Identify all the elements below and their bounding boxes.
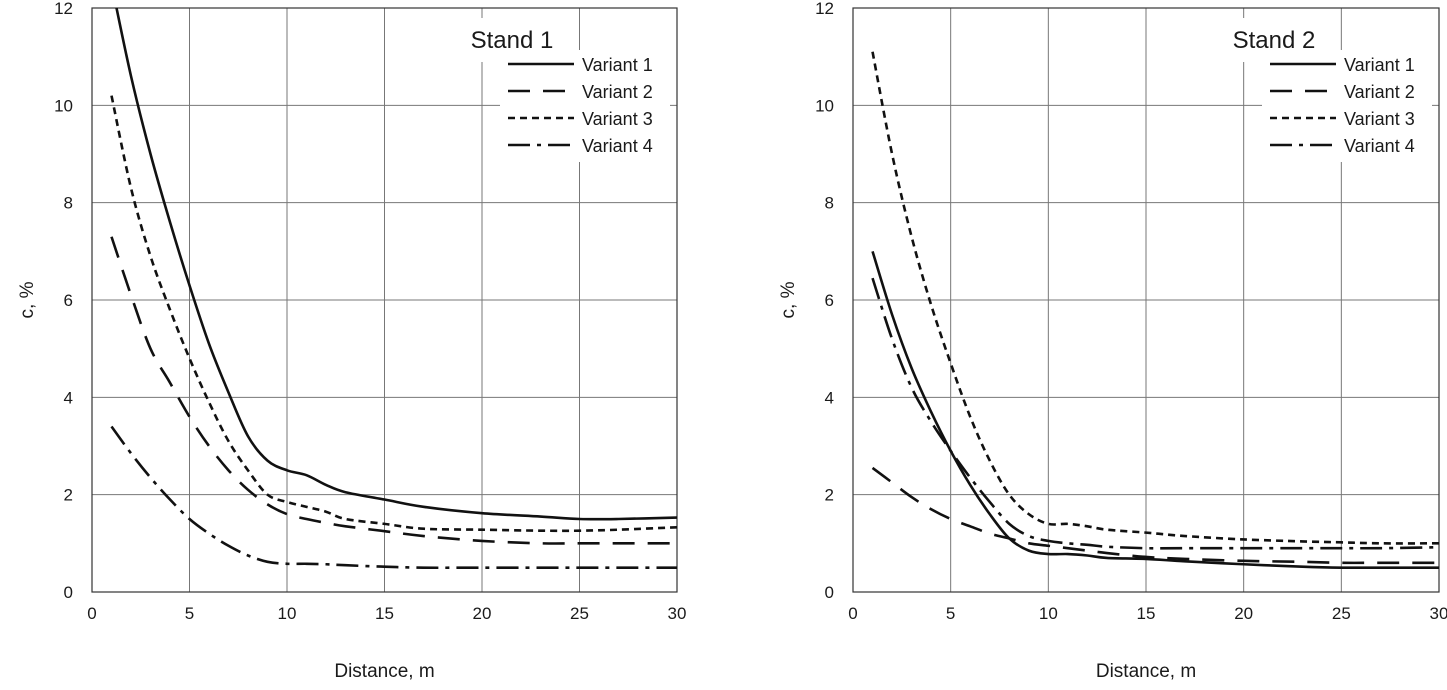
x-tick-label: 0 <box>848 604 857 623</box>
legend-box <box>500 50 670 162</box>
x-tick-label: 25 <box>1332 604 1351 623</box>
y-tick-label: 8 <box>64 194 73 213</box>
legend-label: Variant 4 <box>582 136 653 156</box>
legend-label: Variant 3 <box>1344 109 1415 129</box>
y-tick-label: 2 <box>825 486 834 505</box>
series-line-variant-1 <box>115 8 677 521</box>
y-tick-label: 12 <box>54 0 73 18</box>
x-tick-label: 25 <box>570 604 589 623</box>
x-tick-label: 15 <box>1137 604 1156 623</box>
legend-label: Variant 1 <box>1344 55 1415 75</box>
x-tick-label: 20 <box>473 604 492 623</box>
y-tick-label: 0 <box>64 583 73 602</box>
x-tick-label: 5 <box>185 604 194 623</box>
x-tick-label: 15 <box>375 604 394 623</box>
series-line-variant-3 <box>110 95 677 533</box>
y-tick-label: 6 <box>825 291 834 310</box>
x-tick-label: 0 <box>87 604 96 623</box>
y-axis-title: c, % <box>17 281 38 318</box>
y-tick-label: 6 <box>64 291 73 310</box>
series-group <box>110 8 677 570</box>
x-axis-title: Distance, m <box>1096 661 1196 682</box>
y-tick-label: 10 <box>815 96 834 115</box>
x-tick-label: 10 <box>1039 604 1058 623</box>
x-tick-label: 5 <box>946 604 955 623</box>
x-tick-label: 20 <box>1234 604 1253 623</box>
y-tick-label: 0 <box>825 583 834 602</box>
series-line-variant-2 <box>871 466 1439 565</box>
plot-frame <box>91 7 678 593</box>
y-axis-title: c, % <box>778 281 799 318</box>
series-line-variant-1 <box>871 250 1439 570</box>
y-tick-label: 10 <box>54 96 73 115</box>
legend-label: Variant 3 <box>582 109 653 129</box>
series-line-variant-4 <box>110 425 677 570</box>
y-tick-label: 2 <box>64 486 73 505</box>
chart-panel-1: 0 5 10 15 20 25 30 0 2 4 6 8 10 12 Distance, m c, % Stan… <box>17 0 686 682</box>
legend-label: Variant 4 <box>1344 136 1415 156</box>
y-tick-label: 8 <box>825 194 834 213</box>
x-tick-label: 30 <box>668 604 687 623</box>
series-line-variant-2 <box>110 236 677 545</box>
y-tick-label: 4 <box>64 388 73 407</box>
legend-box <box>1262 50 1432 162</box>
series-group <box>871 51 1439 570</box>
y-tick-label: 12 <box>815 0 834 18</box>
x-tick-label: 30 <box>1430 604 1447 623</box>
chart-panel-2: 0 5 10 15 20 25 30 0 2 4 6 8 10 12 Distance, m c, % Stan… <box>778 0 1447 682</box>
x-axis-title: Distance, m <box>334 661 434 682</box>
plot-frame <box>852 7 1440 593</box>
legend-label: Variant 2 <box>1344 82 1415 102</box>
legend-label: Variant 1 <box>582 55 653 75</box>
y-tick-label: 4 <box>825 388 834 407</box>
panel-title: Stand 2 <box>1233 27 1316 54</box>
series-line-variant-4 <box>871 277 1439 550</box>
x-tick-label: 10 <box>278 604 297 623</box>
series-line-variant-3 <box>871 51 1439 545</box>
panel-title: Stand 1 <box>471 27 554 54</box>
legend-label: Variant 2 <box>582 82 653 102</box>
